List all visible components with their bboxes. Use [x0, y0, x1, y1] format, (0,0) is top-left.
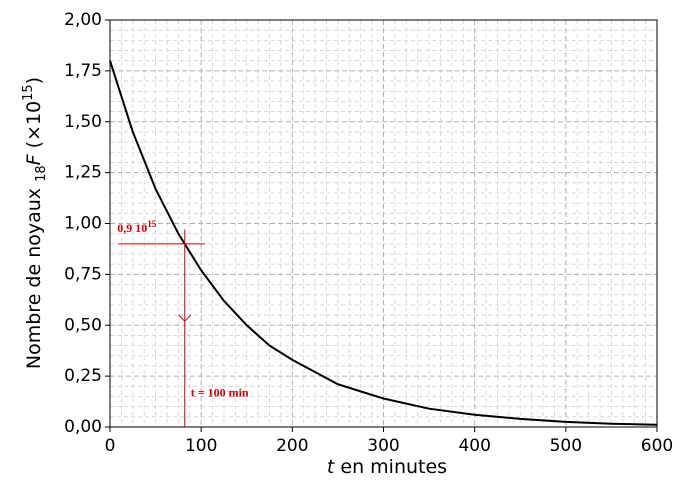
line — [109, 60, 658, 426]
y-tick-label: 0,00 — [64, 417, 102, 437]
y-tick-label: 1,00 — [64, 214, 102, 234]
annotation-sup: 15 — [147, 219, 157, 229]
y-tick-label: 1,75 — [64, 61, 102, 81]
y-tick-label: 2,00 — [64, 10, 102, 30]
y-tick-label: 0,25 — [64, 366, 102, 386]
y-label-unit: (×10 — [23, 101, 45, 155]
x-tick-label: 600 — [641, 436, 673, 456]
y-tick-label: 0,50 — [64, 315, 102, 335]
annotation: t = 100 min — [191, 385, 249, 399]
x-label-text: en minutes — [334, 456, 447, 478]
x-axis-label: t en minutes — [327, 456, 447, 478]
y-label-var: F — [23, 153, 45, 165]
plot-frame — [109, 19, 658, 428]
x-label-var: t — [327, 456, 336, 478]
annotation-text: 0,9 10 — [117, 221, 147, 235]
y-label-close: ) — [23, 77, 45, 84]
y-tick-label: 1,50 — [64, 112, 102, 132]
annotation-arrow — [178, 314, 192, 322]
y-label-sup: 15 — [21, 84, 36, 101]
y-label-sub: 18 — [34, 165, 49, 182]
y-axis-label: Nombre de noyaux 18F (×1015) — [21, 77, 49, 369]
annotation: 0,9 1015 — [117, 219, 157, 235]
x-tick-label: 300 — [367, 436, 399, 456]
y-label-text: Nombre de noyaux — [23, 182, 45, 369]
y-tick-label: 1,25 — [64, 163, 102, 183]
x-tick-label: 0 — [105, 436, 116, 456]
x-tick-label: 400 — [458, 436, 490, 456]
x-tick-label: 500 — [550, 436, 582, 456]
x-tick-label: 100 — [185, 436, 217, 456]
y-tick-label: 0,75 — [64, 264, 102, 284]
x-tick-label: 200 — [276, 436, 308, 456]
